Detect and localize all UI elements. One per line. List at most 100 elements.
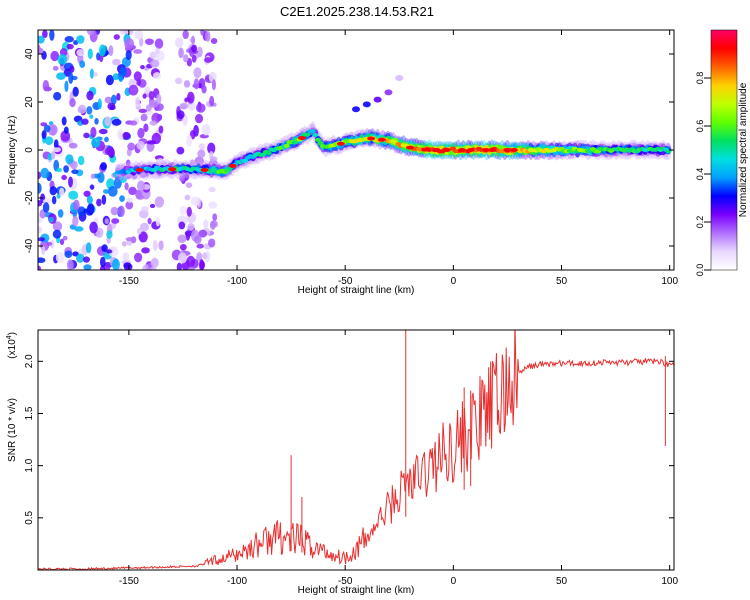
noise-blob [190,35,196,45]
noise-blob [105,249,113,254]
noise-blob [148,90,155,100]
spectrogram-panel: -150 -100 -50 0 50 100 -40 -20 0 20 40 Height of … [7,29,678,296]
noise-blob [52,229,62,239]
noise-blob [52,147,61,153]
noise-blob [138,108,148,114]
ridge-hotspot [377,137,386,142]
snr-x-label: Height of straight line (km) [298,585,415,596]
noise-blob [57,209,64,218]
noise-blob [146,104,152,112]
noise-blob [178,47,184,59]
noise-blob [73,199,80,211]
noise-blob [121,241,127,247]
noise-blob [152,72,162,80]
noise-blob [77,104,87,114]
noise-blob [146,140,157,145]
ridge-hotspot [423,147,432,152]
noise-blob [107,102,116,111]
noise-blob [56,193,61,199]
noise-blob [87,203,95,215]
noise-blob [69,65,75,73]
noise-blob [42,198,52,204]
noise-blob [89,68,94,79]
noise-blob [136,140,145,150]
noise-blob [187,91,195,104]
noise-blob [191,44,198,53]
noise-blob [38,182,42,194]
noise-blob [66,259,74,270]
y-tick: 2.0 [24,354,674,368]
noise-blob [65,154,74,165]
y-tick-label: 40 [24,48,35,60]
ridge-hotspot [168,167,177,172]
x-tick: -150 [119,330,139,587]
ridge-hotspot [200,168,209,172]
noise-blob [136,180,145,192]
noise-blob [83,132,90,139]
noise-blob [128,186,137,196]
colorbar-ticks: 0.0 0.2 0.4 0.6 0.8 [695,72,711,276]
noise-blob [59,238,65,246]
noise-blob [64,36,74,43]
noise-blob [43,124,51,133]
noise-blob [176,262,182,270]
noise-blob [97,98,102,110]
colorbar-gradient [710,29,738,271]
noise-blob [68,176,73,188]
noise-blob [158,125,164,134]
noise-blob [86,30,95,36]
noise-blob [56,72,66,80]
colorbar: 0.0 0.2 0.4 0.6 0.8 Normalized spectral ampl… [695,29,749,276]
noise-blob [48,216,54,223]
noise-blob [207,142,216,155]
noise-blob [89,221,98,234]
x-tick-label: -50 [338,576,353,587]
noise-blob [100,162,108,171]
snr-panel: -150 -100 -50 0 50 100 0.5 1.0 1.5 2.0 Height of… [6,329,678,596]
y-tick: 0 [24,147,674,153]
snr-x-ticks: -150 -100 -50 0 50 100 [119,330,678,587]
y-tick-label: -40 [24,238,35,253]
noise-blob [72,215,79,227]
noise-blob [49,30,55,41]
x-tick: -150 [119,30,139,287]
noise-blob [139,222,149,232]
x-tick: 100 [661,330,678,587]
noise-blob [89,184,95,190]
noise-blob [51,150,56,160]
noise-blob [204,30,211,42]
noise-blob [103,261,111,270]
noise-blob [209,156,218,162]
spectrogram-x-label: Height of straight line (km) [298,285,415,296]
noise-blob [119,67,127,77]
noise-blob [142,93,147,99]
colorbar-tick: 0.4 [695,168,711,180]
noise-blob [185,182,193,188]
noise-blob [136,195,145,200]
noise-blob [135,96,141,108]
y-tick: 20 [24,96,674,108]
snr-marks [38,330,674,570]
noise-blob [149,51,157,60]
noise-blob [104,218,109,225]
x-tick: -100 [227,30,247,287]
noise-blob [38,237,46,242]
y-tick: -40 [24,238,674,253]
noise-blob [97,171,105,184]
noise-blob [104,96,113,104]
noise-blob [38,257,46,264]
ridge-hotspot [228,163,237,168]
noise-blob [49,186,57,196]
noise-blob [125,200,134,210]
y-tick: -20 [24,190,674,205]
noise-blob [52,221,63,232]
x-tick-label: -150 [119,576,139,587]
x-tick-label: 50 [556,576,568,587]
ridge-mark [312,132,319,137]
noise-blob [63,126,69,134]
noise-blob [60,130,71,142]
noise-blob [90,126,97,138]
noise-blob [86,195,93,205]
noise-blob [61,174,67,181]
